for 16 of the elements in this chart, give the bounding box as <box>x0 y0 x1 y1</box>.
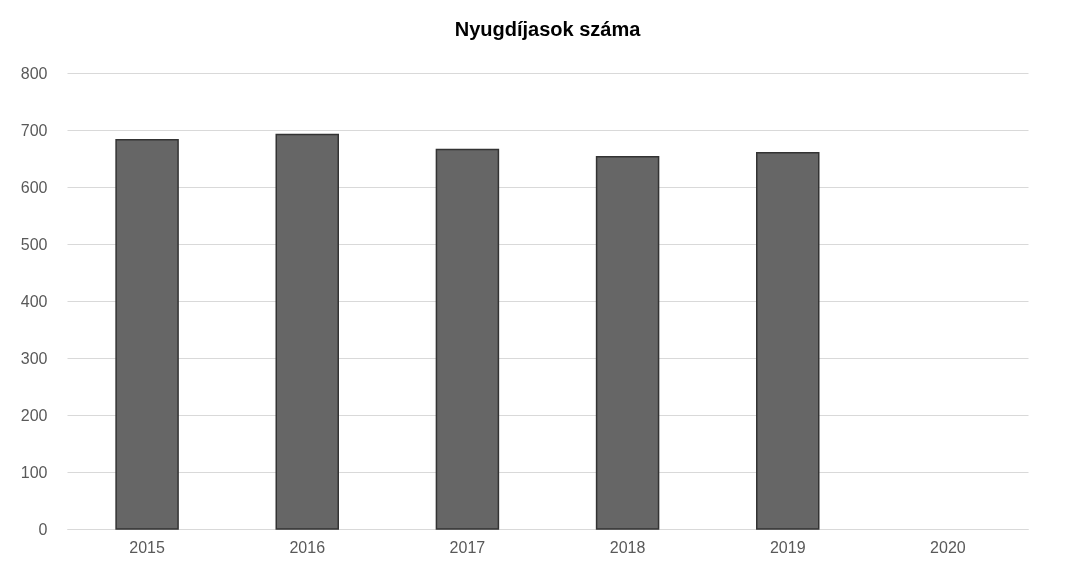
chart-title: Nyugdíjasok száma <box>454 18 642 40</box>
x-tick-label: 2016 <box>289 538 326 556</box>
y-tick-label: 100 <box>20 463 48 481</box>
x-tick-label: 2018 <box>609 538 646 556</box>
y-tick-label: 400 <box>20 292 48 310</box>
x-tick-label: 2015 <box>129 538 165 556</box>
y-tick-label: 800 <box>20 64 48 82</box>
x-tick-label: 2019 <box>769 538 806 556</box>
y-tick-label: 300 <box>20 349 48 367</box>
y-tick-label: 600 <box>20 178 48 196</box>
x-tick-label: 2020 <box>930 538 966 556</box>
x-tick-label: 2017 <box>449 538 486 556</box>
y-tick-label: 200 <box>20 406 48 424</box>
y-tick-label: 0 <box>38 520 48 538</box>
y-tick-label: 700 <box>20 121 48 139</box>
y-tick-label: 500 <box>20 235 48 253</box>
